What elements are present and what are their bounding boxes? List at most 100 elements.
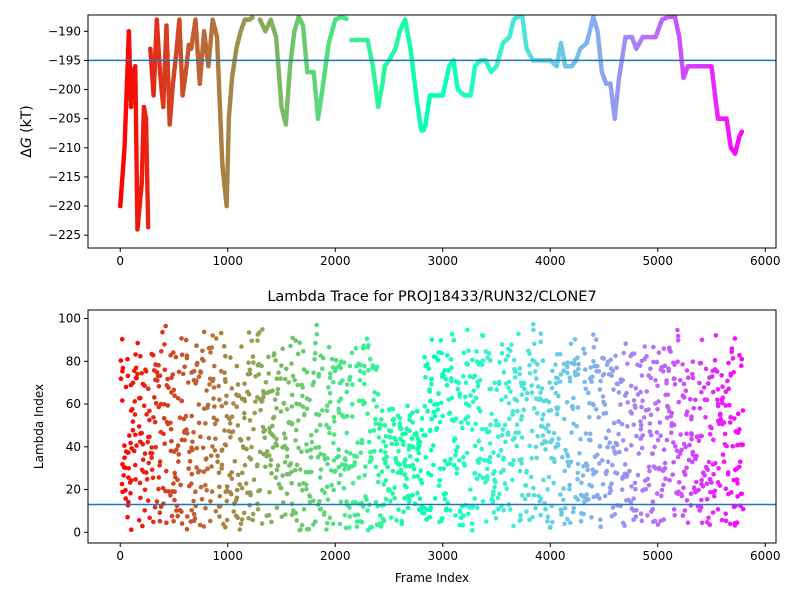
lambda-point: [311, 379, 317, 385]
lambda-point: [524, 468, 529, 474]
lambda-point: [547, 380, 552, 385]
top-x-tick: 3000: [427, 248, 458, 268]
lambda-point: [300, 488, 305, 493]
lambda-point: [739, 356, 745, 362]
lambda-point: [620, 438, 626, 443]
lambda-point: [614, 471, 620, 476]
lambda-point: [596, 369, 602, 374]
lambda-point: [699, 477, 704, 483]
lambda-point: [545, 518, 550, 524]
lambda-point: [552, 459, 557, 465]
lambda-point: [715, 401, 721, 407]
lambda-point: [418, 468, 423, 473]
lambda-point: [359, 440, 365, 446]
lambda-point: [331, 458, 337, 463]
lambda-point: [617, 449, 622, 455]
lambda-point: [625, 361, 630, 367]
lambda-point: [623, 341, 628, 347]
lambda-point: [646, 482, 652, 488]
lambda-point: [320, 366, 325, 372]
lambda-point: [133, 477, 138, 482]
lambda-point: [294, 427, 299, 433]
lambda-point: [494, 387, 500, 393]
lambda-point: [184, 526, 190, 532]
lambda-point: [631, 517, 636, 523]
lambda-point: [189, 471, 195, 477]
lambda-point: [381, 481, 387, 487]
lambda-point: [410, 492, 416, 498]
lambda-point: [735, 442, 740, 448]
lambda-point: [387, 407, 392, 413]
lambda-point: [403, 431, 409, 436]
top-x-tick-label: 6000: [750, 254, 781, 268]
lambda-point: [713, 333, 719, 338]
lambda-point: [684, 465, 689, 471]
lambda-point: [707, 522, 713, 527]
lambda-point: [550, 368, 555, 374]
lambda-point: [624, 474, 629, 480]
lambda-point: [562, 468, 568, 474]
lambda-point: [720, 452, 726, 458]
lambda-point: [669, 410, 675, 416]
lambda-point: [541, 477, 546, 483]
lambda-point: [496, 379, 502, 385]
lambda-point: [192, 516, 198, 521]
lambda-point: [706, 515, 711, 521]
lambda-point: [514, 422, 520, 428]
lambda-point: [638, 511, 644, 516]
lambda-point: [249, 444, 254, 450]
lambda-point: [487, 441, 493, 446]
lambda-point: [502, 481, 508, 487]
lambda-point: [638, 422, 644, 428]
lambda-point: [256, 372, 262, 377]
lambda-point: [628, 499, 634, 505]
lambda-point: [338, 365, 344, 371]
lambda-point: [295, 351, 301, 357]
bottom-y-tick: 60: [66, 397, 88, 411]
lambda-point: [723, 403, 729, 408]
lambda-point: [248, 456, 254, 462]
lambda-point: [595, 452, 600, 458]
lambda-point: [163, 488, 168, 494]
lambda-point: [253, 399, 258, 405]
lambda-point: [432, 413, 438, 419]
lambda-point: [659, 487, 665, 493]
lambda-point: [677, 451, 683, 456]
lambda-point: [665, 405, 671, 410]
lambda-point: [437, 466, 443, 471]
lambda-point: [343, 462, 348, 468]
lambda-point: [175, 513, 180, 519]
lambda-point: [327, 399, 333, 405]
lambda-point: [162, 342, 167, 347]
lambda-point: [672, 513, 677, 518]
lambda-point: [622, 462, 628, 467]
bottom-y-tick-label: 40: [66, 440, 81, 454]
lambda-point: [260, 398, 265, 404]
lambda-point: [238, 438, 244, 443]
lambda-point: [328, 371, 333, 376]
top-y-tick: −215: [48, 170, 88, 184]
lambda-point: [350, 480, 356, 486]
lambda-point: [562, 416, 567, 422]
lambda-point: [593, 469, 599, 475]
lambda-point: [407, 454, 413, 459]
lambda-point: [619, 487, 625, 493]
lambda-point: [689, 436, 694, 442]
lambda-point: [603, 410, 609, 416]
lambda-point: [578, 518, 584, 524]
lambda-point: [696, 438, 702, 444]
lambda-point: [495, 434, 501, 440]
lambda-point: [554, 411, 560, 417]
top-y-axis-label: ΔG (kT): [19, 105, 35, 157]
lambda-point: [166, 489, 172, 494]
lambda-point: [503, 439, 508, 445]
lambda-point: [588, 431, 593, 437]
bottom-x-tick-label: 3000: [427, 549, 458, 563]
lambda-point: [532, 369, 538, 374]
lambda-point: [208, 499, 213, 504]
lambda-point: [370, 365, 375, 371]
lambda-point: [242, 462, 248, 468]
lambda-point: [729, 346, 735, 351]
lambda-point: [316, 412, 322, 418]
